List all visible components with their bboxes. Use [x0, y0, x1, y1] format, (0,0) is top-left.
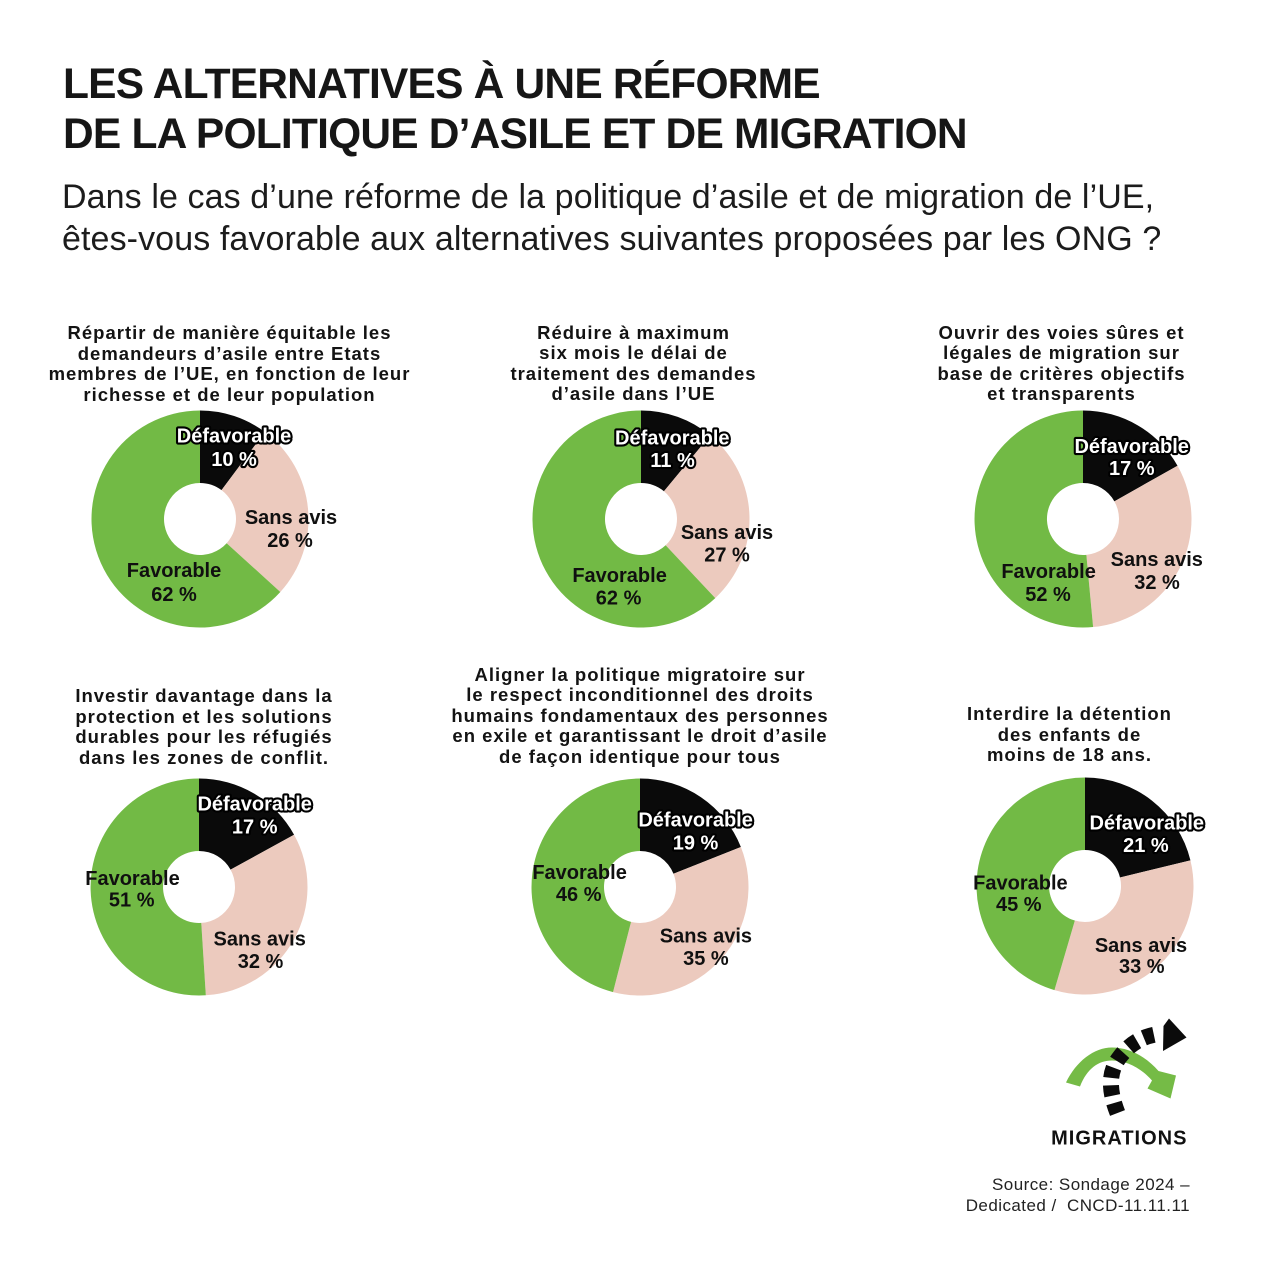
svg-text:52 %: 52 % — [1025, 584, 1071, 606]
svg-text:Favorable: Favorable — [973, 873, 1067, 895]
svg-text:MIGRATIONS: MIGRATIONS — [1051, 1127, 1187, 1149]
svg-text:51 %: 51 % — [109, 889, 155, 911]
svg-text:Sans avis: Sans avis — [245, 507, 337, 529]
svg-text:35 %: 35 % — [683, 947, 729, 969]
svg-text:32 %: 32 % — [238, 950, 284, 972]
svg-text:Sans avis: Sans avis — [660, 925, 752, 947]
svg-text:10 %: 10 % — [211, 449, 257, 471]
svg-text:17 %: 17 % — [232, 816, 278, 838]
svg-text:Sans avis: Sans avis — [214, 928, 306, 950]
svg-text:Défavorable: Défavorable — [615, 428, 730, 450]
svg-text:21 %: 21 % — [1123, 835, 1169, 857]
svg-text:Sans avis: Sans avis — [1094, 935, 1186, 957]
svg-text:Défavorable: Défavorable — [638, 809, 753, 831]
svg-text:11 %: 11 % — [650, 450, 695, 472]
svg-text:46 %: 46 % — [556, 884, 602, 906]
svg-text:Défavorable: Défavorable — [1089, 813, 1204, 835]
svg-text:26 %: 26 % — [267, 530, 313, 552]
svg-text:Favorable: Favorable — [572, 565, 666, 587]
svg-text:Favorable: Favorable — [127, 560, 221, 582]
svg-text:62 %: 62 % — [595, 588, 641, 610]
svg-text:33 %: 33 % — [1119, 956, 1165, 978]
svg-text:Défavorable: Défavorable — [177, 426, 292, 448]
svg-text:19 %: 19 % — [673, 832, 719, 854]
svg-text:62 %: 62 % — [151, 584, 197, 606]
svg-text:Favorable: Favorable — [85, 868, 179, 890]
svg-text:Sans avis: Sans avis — [1111, 549, 1203, 571]
svg-text:Sans avis: Sans avis — [680, 522, 772, 544]
svg-text:Défavorable: Défavorable — [197, 793, 312, 815]
svg-text:Défavorable: Défavorable — [1074, 436, 1189, 458]
svg-text:32 %: 32 % — [1134, 572, 1180, 594]
svg-text:45 %: 45 % — [996, 894, 1042, 916]
svg-text:Favorable: Favorable — [1001, 561, 1095, 583]
svg-text:27 %: 27 % — [704, 545, 750, 567]
svg-text:Favorable: Favorable — [532, 861, 626, 883]
svg-text:17 %: 17 % — [1109, 458, 1155, 480]
